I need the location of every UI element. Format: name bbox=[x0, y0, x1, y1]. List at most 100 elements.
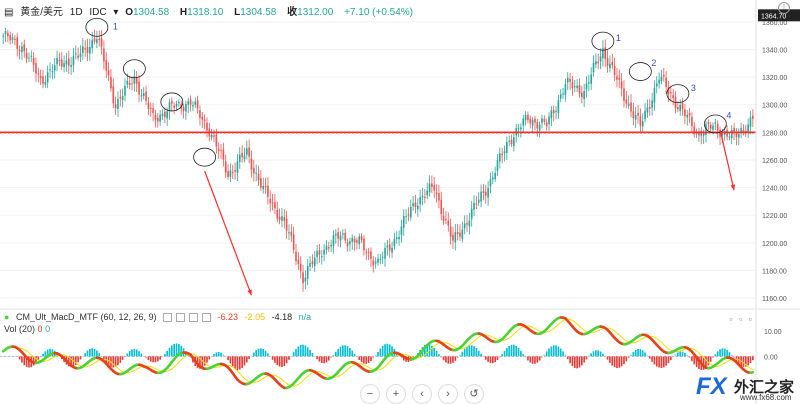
macd-histogram-bar bbox=[698, 356, 700, 370]
alert-icon[interactable]: ! bbox=[778, 2, 790, 14]
macd-histogram-bar bbox=[37, 356, 40, 361]
symbol-label[interactable]: 黄金/美元 bbox=[20, 7, 64, 18]
candle-body bbox=[735, 133, 738, 137]
macd-histogram-bar bbox=[215, 352, 218, 357]
macd-histogram-bar bbox=[489, 356, 492, 364]
macd-histogram-bar bbox=[475, 348, 478, 357]
macd-histogram-bar bbox=[175, 343, 178, 357]
macd-histogram-bar bbox=[424, 344, 426, 357]
candle-body bbox=[730, 130, 733, 139]
candle-body bbox=[648, 106, 651, 109]
macd-histogram-bar bbox=[16, 356, 19, 357]
indicator-more-icon[interactable] bbox=[202, 313, 212, 323]
candle-body bbox=[613, 65, 616, 76]
candle-body bbox=[655, 83, 658, 87]
interval-label[interactable]: 1D bbox=[69, 7, 83, 18]
dropdown-icon[interactable]: ▾ bbox=[113, 7, 119, 18]
candle-body bbox=[210, 134, 213, 138]
candle-body bbox=[585, 83, 588, 90]
macd-histogram-bar bbox=[103, 356, 105, 360]
candle-body bbox=[407, 214, 410, 216]
candle-body bbox=[414, 202, 417, 207]
candle-body bbox=[501, 153, 503, 156]
macd-histogram-bar bbox=[506, 348, 508, 357]
macd-histogram-bar bbox=[135, 349, 138, 357]
candle-body bbox=[327, 247, 330, 249]
candle-body bbox=[419, 197, 421, 205]
macd-histogram-bar bbox=[39, 356, 42, 357]
macd-histogram-bar bbox=[726, 349, 728, 357]
candle-body bbox=[274, 202, 276, 209]
macd-histogram-bar bbox=[335, 351, 337, 357]
candles-layer bbox=[2, 27, 754, 292]
macd-histogram-bar bbox=[28, 356, 30, 368]
candle-body bbox=[363, 238, 365, 251]
label-left-1: 1 bbox=[113, 21, 118, 31]
volume-name[interactable]: Vol (20) bbox=[4, 324, 36, 334]
candle-body bbox=[698, 131, 700, 136]
candle-body bbox=[459, 232, 461, 237]
candle-body bbox=[67, 58, 70, 66]
reset-button[interactable]: ↺ bbox=[464, 384, 484, 404]
macd-histogram-bar bbox=[391, 346, 393, 357]
candle-body bbox=[65, 60, 68, 65]
macd-histogram-bar bbox=[46, 349, 49, 357]
indicator-close-icon[interactable] bbox=[189, 313, 199, 323]
macd-histogram-bar bbox=[149, 356, 152, 362]
macd-histogram-bar bbox=[728, 352, 731, 357]
macd-histogram-bar bbox=[262, 349, 265, 357]
candle-body bbox=[44, 81, 47, 85]
macd-histogram-bar bbox=[449, 356, 452, 364]
macd-histogram-bar bbox=[742, 356, 745, 367]
macd-histogram-bar bbox=[187, 354, 190, 357]
open-value: O1304.58 bbox=[125, 7, 170, 18]
candle-body bbox=[173, 105, 176, 108]
candle-body bbox=[548, 116, 550, 125]
zoom-out-button[interactable]: − bbox=[360, 384, 380, 404]
candle-body bbox=[449, 226, 452, 237]
candle-body bbox=[238, 154, 241, 162]
macd-histogram-bar bbox=[677, 352, 679, 357]
label-right-2: 2 bbox=[651, 58, 656, 68]
candle-body bbox=[379, 258, 382, 260]
indicator-eye-icon[interactable] bbox=[163, 313, 173, 323]
macd-histogram-bar bbox=[747, 356, 749, 366]
macd-histogram-bar bbox=[620, 356, 623, 367]
macd-histogram-bar bbox=[627, 356, 630, 358]
candle-body bbox=[506, 141, 508, 154]
macd-histogram-bar bbox=[466, 346, 468, 357]
candle-body bbox=[580, 92, 583, 98]
macd-histogram-bar bbox=[189, 356, 192, 358]
indicator-settings-icon[interactable] bbox=[176, 313, 186, 323]
candle-body bbox=[117, 98, 119, 110]
panel-controls-icon[interactable]: ▫ ▫ ▫ bbox=[729, 314, 754, 324]
zoom-in-button[interactable]: + bbox=[386, 384, 406, 404]
macd-histogram-bar bbox=[173, 343, 176, 357]
macd-histogram-bar bbox=[398, 355, 400, 357]
candle-body bbox=[360, 236, 363, 241]
macd-histogram-bar bbox=[344, 345, 347, 357]
candle-body bbox=[503, 151, 506, 154]
macd-histogram-bar bbox=[473, 346, 475, 357]
macd-histogram-bar bbox=[74, 356, 77, 365]
scroll-right-button[interactable]: › bbox=[438, 384, 458, 404]
macd-histogram-bar bbox=[501, 354, 503, 357]
macd-histogram-bar bbox=[468, 345, 471, 357]
candle-body bbox=[454, 232, 457, 243]
candle-body bbox=[677, 107, 679, 110]
candle-body bbox=[588, 82, 590, 84]
candle-body bbox=[77, 55, 79, 58]
indicator-name[interactable]: CM_Ult_MacD_MTF (60, 12, 26, 9) bbox=[15, 312, 157, 322]
candle-body bbox=[168, 102, 171, 112]
macd-histogram-bar bbox=[595, 350, 597, 357]
macd-histogram-bar bbox=[447, 356, 450, 364]
candle-body bbox=[543, 119, 546, 122]
candle-body bbox=[278, 216, 281, 221]
macd-histogram-bar bbox=[744, 356, 747, 367]
macd-histogram-bar bbox=[9, 356, 12, 357]
scroll-left-button[interactable]: ‹ bbox=[412, 384, 432, 404]
macd-histogram-bar bbox=[707, 356, 710, 366]
candle-body bbox=[562, 93, 564, 95]
macd-histogram-bar bbox=[35, 356, 37, 364]
